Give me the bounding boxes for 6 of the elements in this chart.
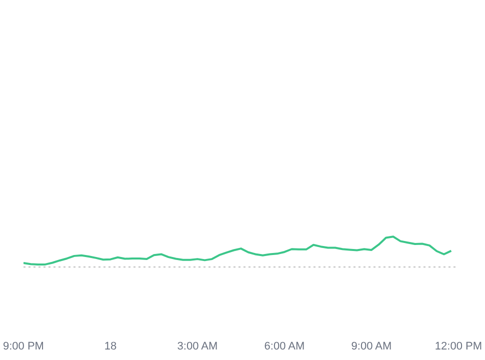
x-tick-label: 9:00 PM <box>3 340 44 352</box>
x-tick-label: 12:00 PM <box>434 340 482 352</box>
x-tick-label: 3:00 AM <box>177 340 218 352</box>
x-tick-label: 6:00 AM <box>264 340 305 352</box>
x-tick-label: 9:00 AM <box>351 340 392 352</box>
x-tick-label: 18 <box>104 340 117 352</box>
